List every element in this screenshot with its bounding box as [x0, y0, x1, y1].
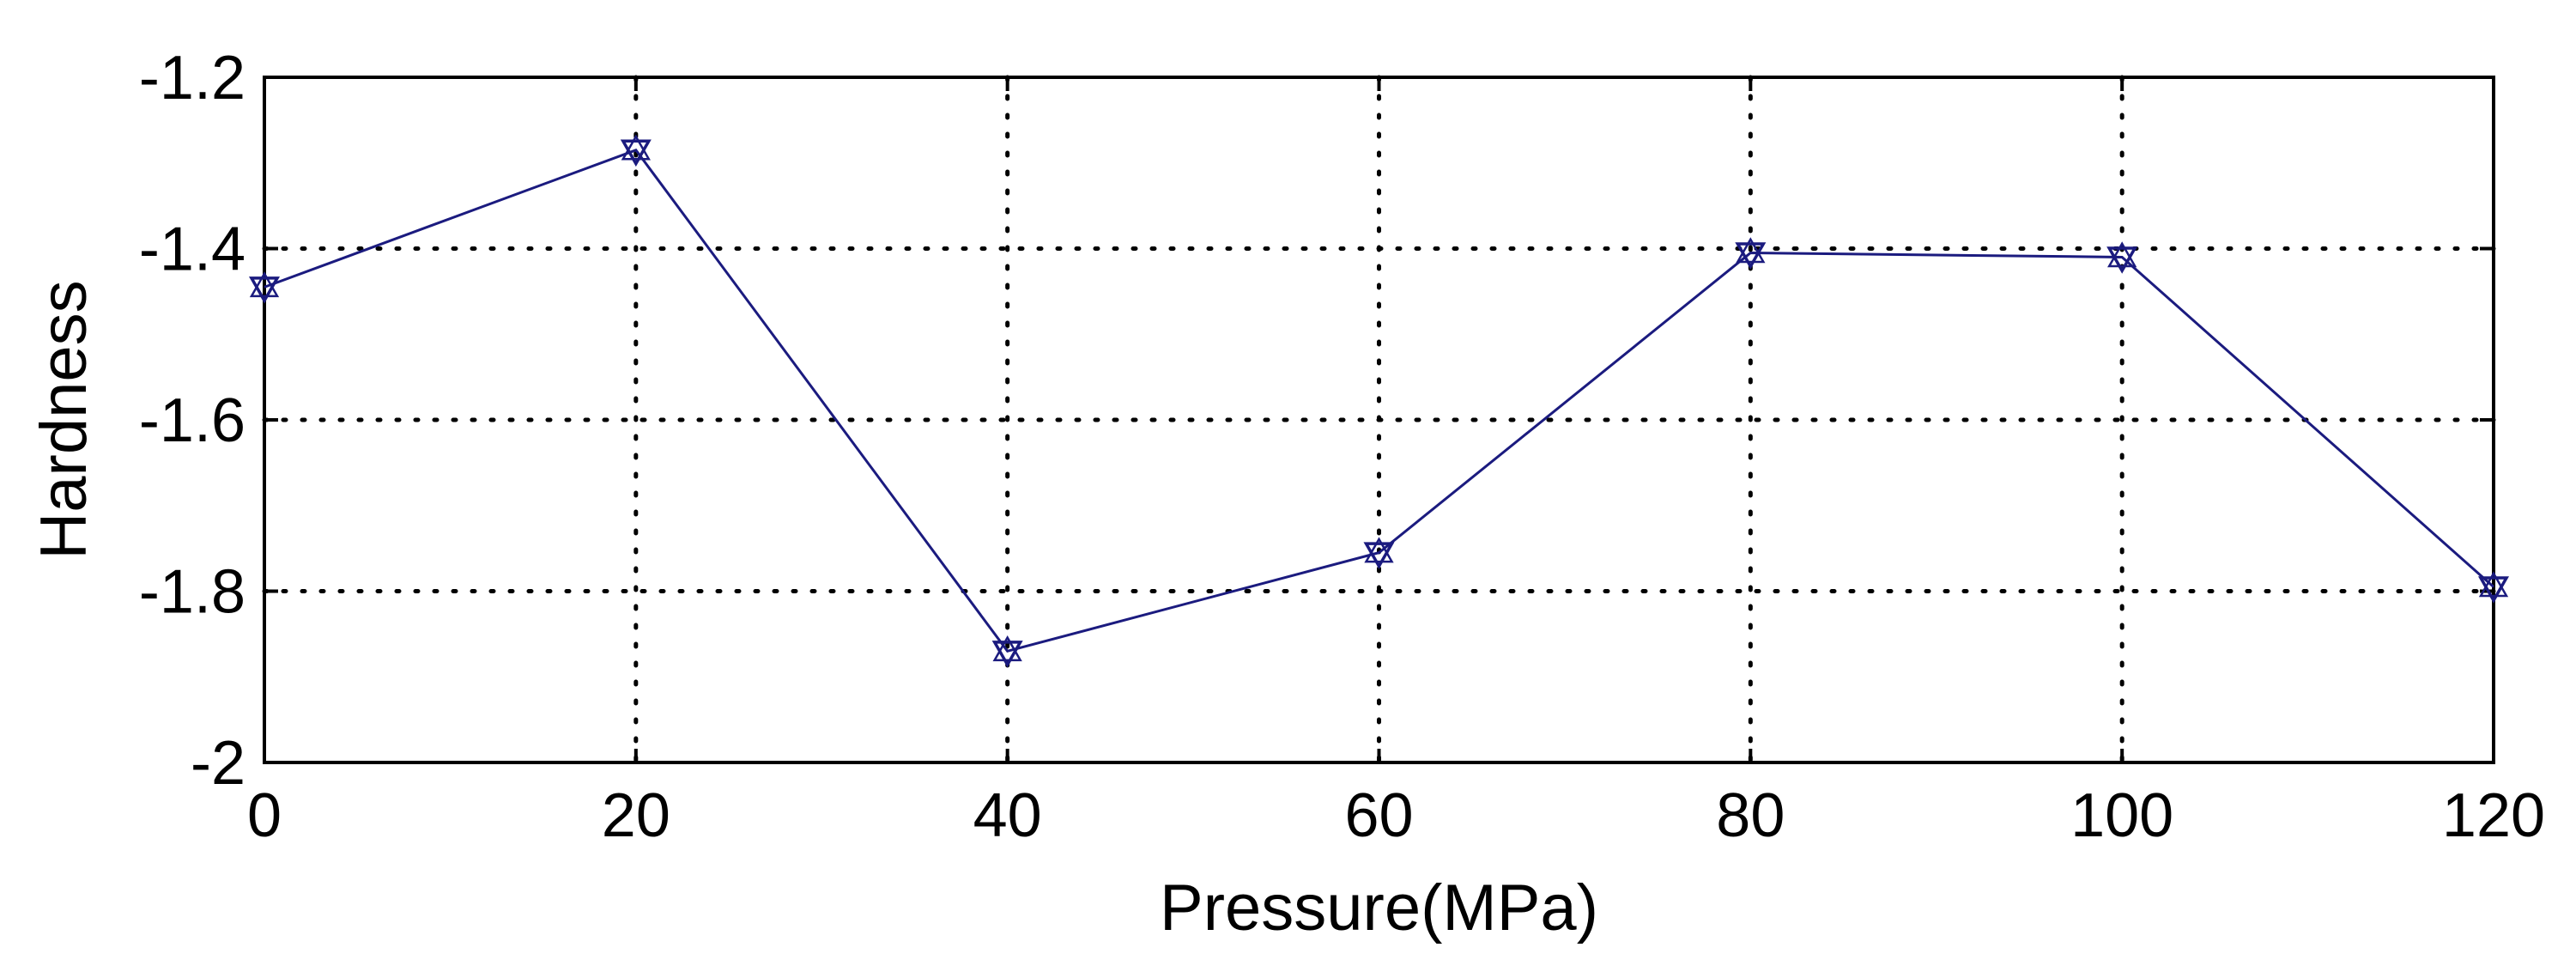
x-tick-label: 120: [2442, 781, 2545, 850]
triangle-up-marker: [1364, 537, 1394, 563]
triangle-down-marker: [620, 139, 652, 167]
y-tick-label: -1.6: [139, 386, 245, 455]
y-tick-label: -2: [191, 729, 245, 798]
x-tick-label: 80: [1716, 781, 1785, 850]
data-point-marker: [1363, 537, 1395, 569]
data-point-marker: [991, 635, 1023, 668]
triangle-down-marker: [1363, 542, 1395, 569]
y-tick-label: -1.8: [139, 558, 245, 627]
triangle-up-marker: [2478, 571, 2509, 598]
triangle-up-marker: [2107, 241, 2137, 268]
y-tick-label: -1.4: [139, 216, 245, 284]
x-tick-label: 40: [973, 781, 1042, 850]
data-point-marker: [248, 271, 281, 304]
triangle-up-marker: [621, 134, 651, 161]
data-point-marker: [2106, 241, 2138, 274]
series-line: [264, 148, 2494, 653]
triangle-down-marker: [1735, 242, 1767, 270]
data-point-marker: [1735, 237, 1767, 270]
data-point-marker: [2477, 571, 2510, 604]
triangle-up-marker: [249, 271, 280, 298]
triangle-up-marker: [992, 635, 1022, 662]
triangle-down-marker: [2106, 246, 2138, 274]
y-tick-label: -1.2: [139, 44, 245, 112]
series-group: [248, 134, 2510, 668]
triangle-up-marker: [1736, 237, 1766, 264]
x-tick-label: 100: [2070, 781, 2173, 850]
grid-lines: [262, 75, 2496, 765]
x-tick-label: 20: [602, 781, 670, 850]
triangle-down-marker: [991, 641, 1023, 668]
triangle-down-marker: [2477, 576, 2510, 604]
x-axis-label: Pressure(MPa): [1160, 872, 1598, 945]
tick-labels: 0 20 40 60 80 100 120 -1.2 -1.4 -1.6 -1.8 -2: [139, 44, 2545, 850]
triangle-down-marker: [248, 276, 281, 304]
x-tick-label: 0: [247, 781, 282, 850]
x-tick-label: 60: [1344, 781, 1413, 850]
y-axis-label: Hardness: [27, 280, 100, 559]
data-point-marker: [620, 134, 652, 167]
